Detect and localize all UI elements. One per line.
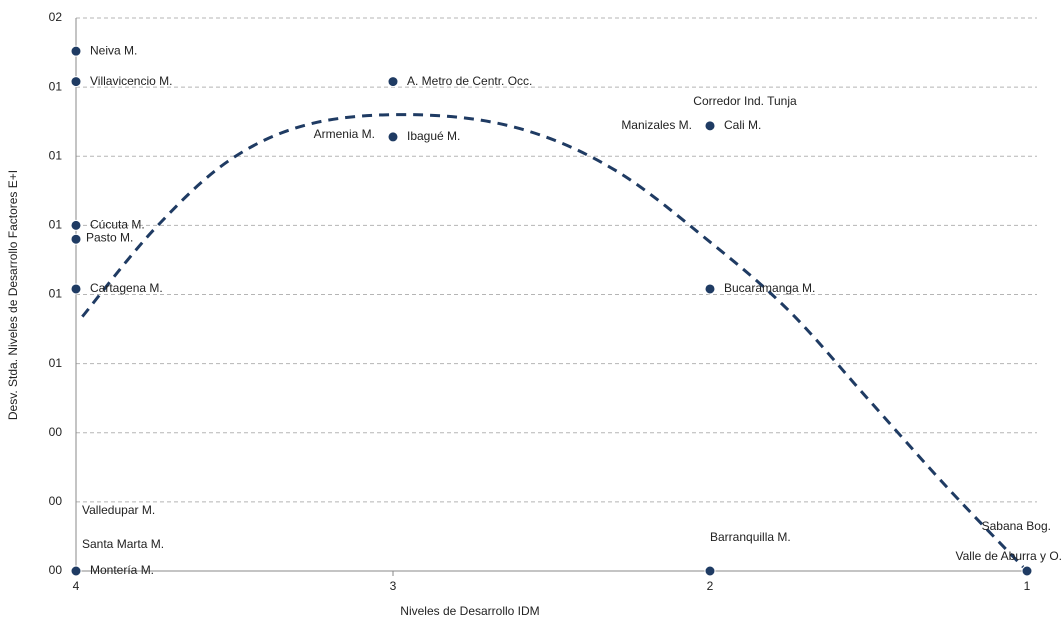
point-label: Valle de Aburra y O. [956, 549, 1062, 563]
y-tick-label: 00 [49, 425, 63, 439]
y-axis-title: Desv. Stda. Niveles de Desarrollo Factor… [6, 170, 20, 420]
x-tick-label: 2 [707, 579, 714, 593]
y-tick-label: 01 [49, 79, 63, 93]
point-label: Cartagena M. [90, 281, 163, 295]
x-tick-label: 3 [390, 579, 397, 593]
y-tick-label: 01 [49, 148, 63, 162]
x-tick-label: 1 [1024, 579, 1031, 593]
point-label: A. Metro de Centr. Occ. [407, 74, 532, 88]
y-tick-label: 01 [49, 356, 63, 370]
point [70, 233, 82, 245]
trendline [81, 113, 1029, 573]
point [704, 120, 716, 132]
point-label: Pasto M. [86, 230, 133, 244]
point-label: Bucaramanga M. [724, 281, 815, 295]
point [70, 219, 82, 231]
y-tick-label: 01 [49, 287, 63, 301]
point-label: Ibagué M. [407, 129, 460, 143]
point-label: Cúcuta M. [90, 218, 145, 232]
y-tick-label: 01 [49, 218, 63, 232]
point [70, 283, 82, 295]
point-label: Neiva M. [90, 43, 137, 57]
y-tick-label: 00 [49, 563, 63, 577]
x-tick-label: 4 [73, 579, 80, 593]
point [70, 45, 82, 57]
point-label: Villavicencio M. [90, 74, 172, 88]
point [387, 131, 399, 143]
point-label: Valledupar M. [82, 503, 155, 517]
point-label: Corredor Ind. Tunja [693, 94, 797, 108]
point-label: Santa Marta M. [82, 537, 164, 551]
point [70, 76, 82, 88]
point [70, 565, 82, 577]
point-label: Cali M. [724, 118, 761, 132]
point [704, 283, 716, 295]
y-tick-label: 00 [49, 494, 63, 508]
point [1021, 565, 1033, 577]
point-label: Sabana Bog. [982, 519, 1051, 533]
point [387, 76, 399, 88]
point-label: Montería M. [90, 563, 154, 577]
x-axis-title: Niveles de Desarrollo IDM [400, 604, 539, 618]
point-label: Manizales M. [621, 118, 692, 132]
point [704, 565, 716, 577]
point-label: Armenia M. [314, 127, 375, 141]
y-tick-label: 02 [49, 10, 63, 24]
point-label: Barranquilla M. [710, 530, 791, 544]
